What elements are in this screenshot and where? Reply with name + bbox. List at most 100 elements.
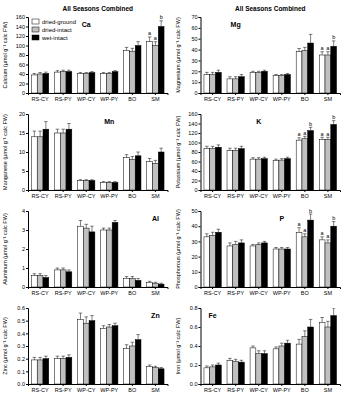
error-line xyxy=(34,357,35,360)
error-bar xyxy=(159,368,162,369)
error-cap xyxy=(240,360,243,361)
y-tick: 50 xyxy=(191,208,200,214)
bar xyxy=(262,243,268,287)
error-bar xyxy=(102,72,105,74)
bar xyxy=(273,249,279,287)
y-tick-mark xyxy=(199,171,201,172)
error-line xyxy=(40,274,41,276)
x-tick-label: WP-PY xyxy=(100,96,118,102)
error-line xyxy=(138,152,139,156)
error-bar xyxy=(84,224,87,228)
error-bar xyxy=(263,241,266,243)
bar xyxy=(215,147,221,190)
x-tick-mark xyxy=(212,190,213,192)
bar xyxy=(31,360,37,384)
error-bar xyxy=(303,47,306,50)
error-cap xyxy=(217,363,220,364)
y-axis-line xyxy=(26,212,29,288)
y-tick-mark xyxy=(199,346,201,347)
y-axis-line xyxy=(26,115,29,191)
error-cap xyxy=(303,233,306,234)
error-line xyxy=(333,222,334,227)
y-tick: 5 xyxy=(22,168,28,174)
error-cap xyxy=(67,70,70,71)
bar xyxy=(227,246,233,287)
x-tick-mark xyxy=(63,384,64,386)
x-axis-line xyxy=(29,288,169,290)
bar xyxy=(256,159,262,190)
error-cap xyxy=(61,356,64,357)
y-tick: 0 xyxy=(22,284,28,290)
bar xyxy=(101,230,107,287)
y-tick: 0 xyxy=(22,90,28,96)
y-axis-line xyxy=(26,18,29,94)
error-cap xyxy=(148,281,151,282)
error-cap xyxy=(326,137,329,138)
error-bar xyxy=(154,366,157,367)
bar xyxy=(204,237,210,287)
x-tick: WP-PY xyxy=(100,287,118,296)
y-tick-label: 30 xyxy=(191,239,197,245)
x-tick-label: WP-PY xyxy=(273,387,291,393)
x-tick-mark xyxy=(281,93,282,95)
y-tick-label: 0.0 xyxy=(190,381,198,387)
error-cap xyxy=(84,316,87,317)
y-tick-label: 0.4 xyxy=(17,331,25,337)
panel: 010203040506070RS-CYRS-PYWP-CYWP-PYBOSMA… xyxy=(175,5,341,102)
error-line xyxy=(310,127,311,130)
error-cap xyxy=(113,220,116,221)
x-tick-label: RS-CY xyxy=(32,96,49,102)
error-cap xyxy=(56,356,59,357)
y-tick-label: 160 xyxy=(16,14,25,20)
y-tick-mark xyxy=(26,333,28,334)
x-tick-mark xyxy=(258,287,259,289)
x-tick-mark xyxy=(304,287,305,289)
error-cap xyxy=(263,70,266,71)
x-tick-mark xyxy=(212,287,213,289)
error-bar xyxy=(108,181,111,183)
error-line xyxy=(57,268,58,270)
x-tick: BO xyxy=(128,190,137,199)
series xyxy=(204,137,325,190)
y-tick: 50 xyxy=(191,36,200,42)
error-bar xyxy=(56,356,59,359)
error-line xyxy=(68,270,69,272)
x-tick: WP-CY xyxy=(77,287,96,296)
error-cap xyxy=(136,278,139,279)
x-tick-mark xyxy=(63,93,64,95)
series xyxy=(215,34,336,93)
error-bar xyxy=(154,160,157,163)
x-tick-mark xyxy=(86,190,87,192)
error-bar xyxy=(84,72,87,74)
bar xyxy=(210,149,216,190)
y-tick: 20 xyxy=(19,81,28,87)
error-cap xyxy=(67,354,70,355)
error-cap xyxy=(251,71,254,72)
y-tick-mark xyxy=(199,384,201,385)
x-tick-mark xyxy=(86,384,87,386)
significance-letter: a xyxy=(148,30,152,36)
bar xyxy=(285,343,291,384)
bar xyxy=(296,344,302,384)
x-tick-mark xyxy=(109,93,110,95)
x-tick: WP-CY xyxy=(250,287,269,296)
y-tick-mark xyxy=(26,211,28,212)
y-tick: 140 xyxy=(16,24,28,30)
error-cap xyxy=(280,343,283,344)
x-tick-mark xyxy=(281,190,282,192)
y-tick-mark xyxy=(26,384,28,385)
error-cap xyxy=(234,76,237,77)
y-tick-label: 0 xyxy=(194,90,197,96)
error-cap xyxy=(113,181,116,182)
error-cap xyxy=(257,242,260,243)
error-cap xyxy=(326,321,329,322)
error-bar xyxy=(326,52,329,55)
error-bar xyxy=(303,331,306,337)
error-bar xyxy=(332,41,335,46)
bar xyxy=(129,278,135,287)
error-bar xyxy=(56,268,59,270)
x-tick-label: SM xyxy=(324,290,333,296)
y-tick: 20 xyxy=(191,178,200,184)
error-cap xyxy=(44,356,47,357)
bar xyxy=(101,328,107,384)
